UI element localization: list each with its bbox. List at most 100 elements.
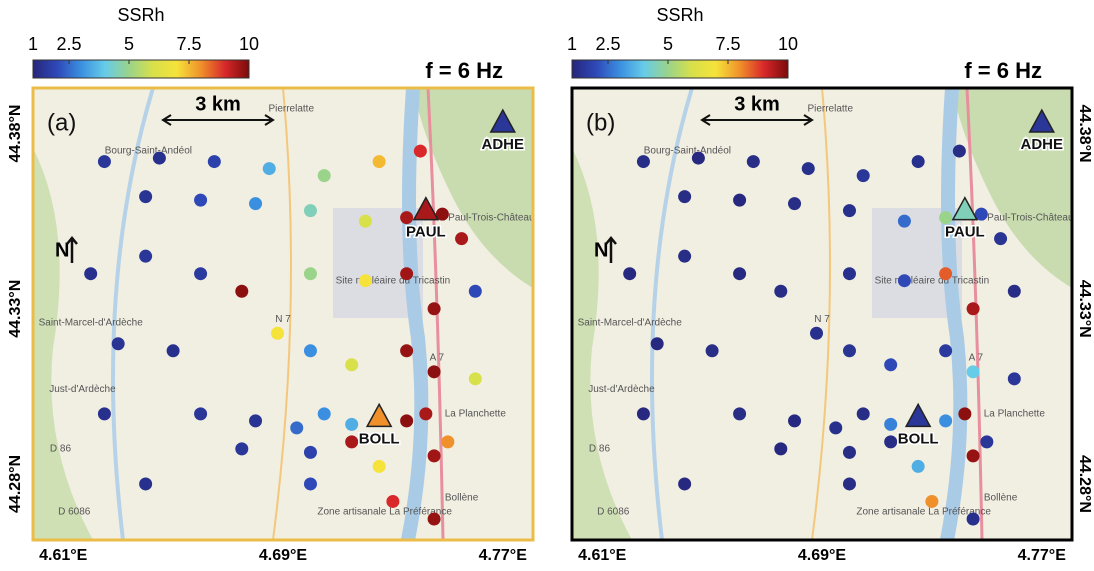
place-label: Site nucléaire du Tricastin (336, 275, 451, 286)
x-tick-label: 4.69°E (798, 547, 847, 564)
measurement-point (372, 155, 386, 169)
measurement-point (427, 449, 441, 463)
river (940, 88, 968, 540)
measurement-point (966, 449, 980, 463)
colorbar-tick-label: 5 (663, 34, 673, 54)
measurement-point (939, 267, 953, 281)
place-label: Pierrelatte (807, 104, 853, 115)
measurement-point (139, 249, 153, 263)
colorbar-tick-label: 7.5 (176, 34, 201, 54)
measurement-point (925, 494, 939, 508)
place-label: Zone artisanale La Préférance (317, 507, 452, 518)
north-label: N (594, 239, 608, 261)
measurement-point (691, 151, 705, 165)
frequency-label: f = 6 Hz (425, 58, 503, 83)
measurement-point (345, 417, 359, 431)
measurement-point (678, 190, 692, 204)
measurement-point (303, 204, 317, 218)
place-label: D 6086 (597, 507, 630, 518)
road (811, 88, 831, 540)
measurement-point (97, 407, 111, 421)
measurement-point (290, 421, 304, 435)
place-label: A 7 (430, 352, 445, 363)
measurement-point (842, 477, 856, 491)
place-label: Just-d'Ardèche (49, 384, 116, 395)
measurement-point (884, 358, 898, 372)
measurement-point (952, 144, 966, 158)
measurement-point (235, 442, 249, 456)
measurement-point (939, 211, 953, 225)
measurement-point (842, 445, 856, 459)
x-tick-label: 4.61°E (39, 547, 88, 564)
measurement-point (884, 417, 898, 431)
measurement-point (345, 435, 359, 449)
place-label: Saint-Paul-Trois-Châteaux (961, 212, 1078, 223)
station-label: PAUL (945, 224, 985, 241)
station-marker (951, 196, 979, 221)
colorbar-tick-label: 2.5 (595, 34, 620, 54)
measurement-point (801, 162, 815, 176)
measurement-point (911, 155, 925, 169)
place-label: Saint-Paul-Trois-Châteaux (422, 212, 539, 223)
north-label: N (55, 239, 69, 261)
forest (952, 88, 1072, 288)
measurement-point (939, 344, 953, 358)
measurement-point (358, 274, 372, 288)
measurement-point (111, 337, 125, 351)
place-label: N 7 (275, 314, 291, 325)
y-tick-label: 44.33°N (7, 280, 24, 338)
map-frame (570, 86, 1074, 542)
scale-bar-label: 3 km (734, 93, 780, 115)
scale-bar-ends (161, 114, 275, 126)
measurement-point (980, 435, 994, 449)
map: Pierrelatte Bourg-Saint-Andéol Saint-Paul-… (33, 88, 539, 540)
forest (413, 88, 533, 288)
measurement-point (84, 267, 98, 281)
measurement-point (939, 414, 953, 428)
north-arrow (66, 236, 78, 263)
measurement-point (194, 407, 208, 421)
colorbar (571, 59, 789, 79)
measurement-point (788, 197, 802, 211)
colorbar-label: SSRh (656, 5, 703, 25)
station-marker (412, 196, 440, 221)
station-marker (365, 402, 393, 428)
measurement-point (400, 211, 414, 225)
measurement-point (733, 267, 747, 281)
measurement-point (249, 414, 263, 428)
measurement-point (303, 445, 317, 459)
measurement-point (194, 193, 208, 207)
panel-label: (a) (47, 109, 76, 136)
measurement-point (468, 284, 482, 298)
measurement-point (372, 459, 386, 473)
measurement-point (1007, 372, 1021, 386)
place-label: Saint-Marcel-d'Ardèche (578, 317, 683, 328)
place-label: D 86 (589, 444, 611, 455)
measurement-point (468, 372, 482, 386)
place-label: Bourg-Saint-Andéol (105, 146, 192, 157)
y-tick-label: 44.33°N (1076, 280, 1093, 338)
station-label: ADHE (1021, 136, 1064, 153)
river (401, 88, 429, 540)
measurement-point (842, 204, 856, 218)
measurement-point (358, 214, 372, 228)
place-label: La Planchette (445, 409, 507, 420)
measurement-point (958, 407, 972, 421)
measurement-point (636, 407, 650, 421)
measurement-point (271, 326, 285, 340)
river (111, 88, 155, 540)
measurement-point (207, 155, 221, 169)
measurement-point (166, 344, 180, 358)
place-label: Pierrelatte (268, 104, 314, 115)
measurement-point (235, 284, 249, 298)
measurement-point (774, 442, 788, 456)
measurement-point (303, 344, 317, 358)
measurement-point (705, 344, 719, 358)
measurement-point (317, 407, 331, 421)
map-frame (31, 86, 535, 542)
measurement-point (152, 151, 166, 165)
measurement-point (678, 477, 692, 491)
measurement-point (427, 302, 441, 316)
forest (33, 148, 93, 540)
